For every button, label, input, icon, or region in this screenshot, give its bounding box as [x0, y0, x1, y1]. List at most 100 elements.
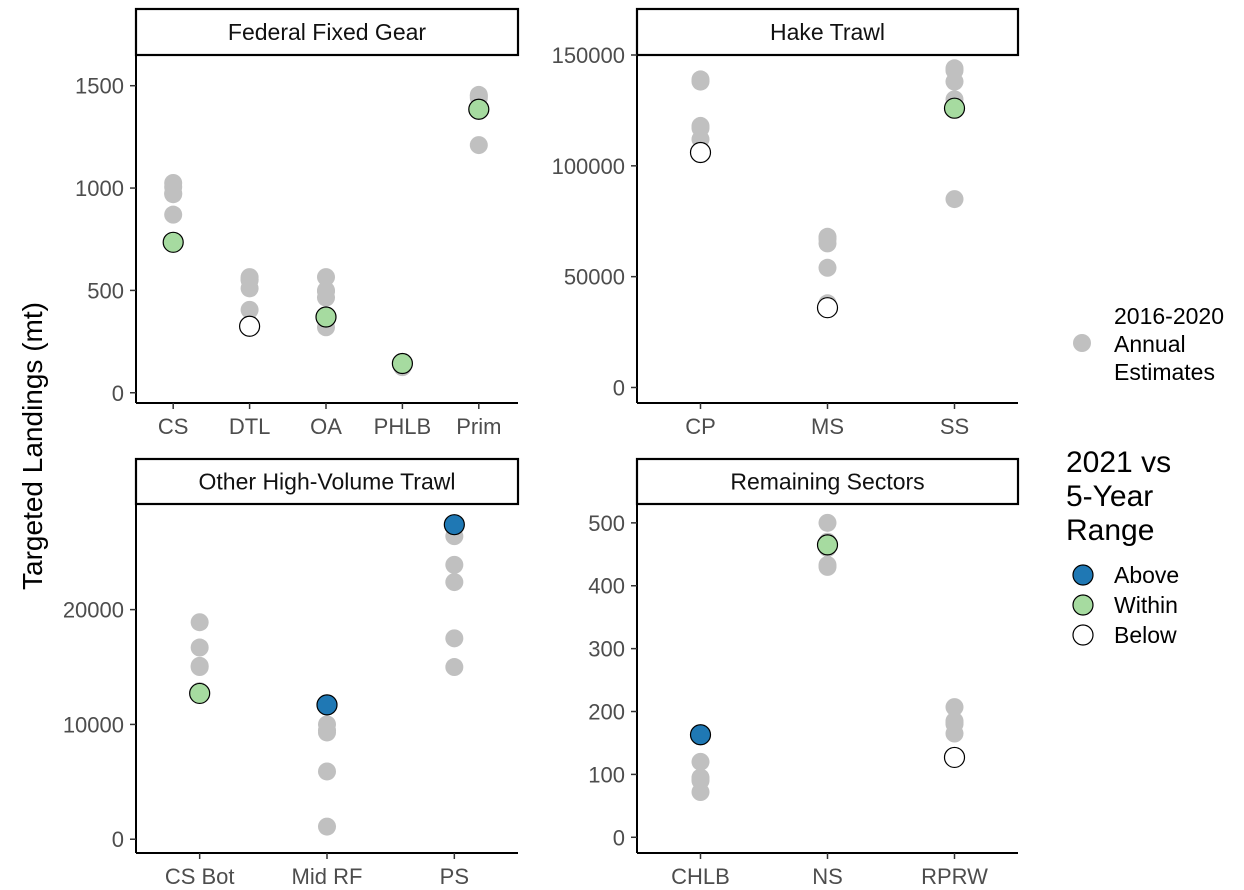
historical-point	[318, 723, 336, 742]
legend-historical-label-line2: Annual	[1114, 331, 1186, 357]
y-tick-label: 0	[613, 375, 625, 400]
current-point	[689, 724, 712, 746]
panel-title: Hake Trawl	[770, 19, 885, 45]
current-point	[816, 297, 839, 319]
y-tick-label: 500	[588, 511, 625, 536]
historical-point	[164, 205, 183, 224]
legend-within-label: Within	[1114, 592, 1178, 618]
current-point	[943, 97, 966, 119]
current-point	[391, 352, 413, 375]
current-point	[162, 231, 184, 253]
historical-point	[945, 190, 964, 209]
current-point	[189, 682, 211, 705]
y-tick-label: 50000	[564, 265, 625, 290]
y-tick-label: 300	[588, 637, 625, 662]
y-tick-label: 1000	[75, 176, 124, 201]
panel-strip	[134, 457, 520, 506]
y-tick-label: 20000	[63, 598, 124, 623]
legend-comparison-title-line1: 2021 vs	[1066, 446, 1171, 479]
historical-point	[445, 555, 464, 574]
legend-historical-label-line3: Estimates	[1114, 359, 1215, 385]
panel-4: Remaining Sectors 0 100 200 300 400 500 CHLB NS R…	[588, 457, 1020, 889]
legend-below-label: Below	[1114, 622, 1177, 648]
panel-title: Remaining Sectors	[730, 469, 924, 495]
legend-comparison-title-line3: Range	[1066, 514, 1154, 547]
historical-point	[445, 629, 464, 648]
historical-point	[445, 573, 464, 592]
historical-point	[945, 724, 964, 743]
x-tick-label: DTL	[229, 414, 271, 439]
y-tick-label: 150000	[552, 43, 625, 68]
x-tick-label: OA	[310, 414, 342, 439]
panel-2: Hake Trawl 0 50000 100000 150000 CP MS SS	[552, 7, 1020, 439]
y-tick-label: 0	[112, 381, 124, 406]
historical-point	[691, 72, 710, 91]
historical-point	[945, 698, 964, 717]
historical-point	[818, 513, 837, 532]
y-tick-label: 400	[588, 574, 625, 599]
x-tick-label: SS	[940, 414, 969, 439]
y-tick-label: 500	[87, 278, 124, 303]
panel-title: Other High-Volume Trawl	[199, 469, 456, 495]
current-point	[315, 306, 337, 328]
historical-point	[190, 658, 209, 677]
y-tick-label: 0	[613, 825, 625, 850]
historical-point	[318, 817, 336, 836]
panel-strip	[635, 7, 1020, 57]
historical-point	[164, 185, 183, 204]
x-tick-label: CS Bot	[165, 864, 235, 889]
x-tick-label: PHLB	[374, 414, 431, 439]
x-tick-label: CP	[685, 414, 716, 439]
historical-point	[691, 752, 710, 771]
x-tick-label: CS	[158, 414, 189, 439]
x-tick-label: CHLB	[671, 864, 730, 889]
historical-point	[240, 279, 259, 298]
historical-point	[818, 234, 837, 253]
y-tick-label: 0	[112, 827, 124, 852]
current-point	[468, 98, 490, 120]
historical-point	[190, 613, 209, 632]
panel-strip	[134, 7, 520, 57]
panel-1: Federal Fixed Gear 0 500 1000 1500 CS DTL OA PHL…	[75, 7, 520, 439]
historical-point	[317, 288, 335, 307]
legend-historical-label-line1: 2016-2020	[1114, 303, 1224, 329]
current-point	[239, 315, 261, 337]
legend-below-marker	[1072, 624, 1094, 646]
y-tick-label: 200	[588, 700, 625, 725]
current-point	[689, 141, 712, 164]
panel-strip	[635, 457, 1020, 506]
legend-above-label: Above	[1114, 562, 1179, 588]
historical-point	[818, 557, 837, 576]
y-tick-label: 100	[588, 762, 625, 787]
legend-above-marker	[1072, 564, 1094, 586]
legend: 2016-2020 Annual Estimates 2021 vs 5-Yea…	[1066, 303, 1224, 648]
x-tick-label: MS	[811, 414, 844, 439]
legend-within-marker	[1072, 594, 1094, 616]
y-tick-label: 100000	[552, 154, 625, 179]
legend-comparison-title-line2: 5-Year	[1066, 480, 1153, 513]
historical-point	[318, 762, 336, 781]
y-axis-title: Targeted Landings (mt)	[17, 302, 48, 590]
current-point	[943, 746, 966, 769]
x-tick-label: Prim	[456, 414, 501, 439]
current-point	[316, 694, 338, 716]
historical-point	[240, 300, 259, 319]
x-tick-label: NS	[812, 864, 843, 889]
historical-point	[945, 72, 964, 91]
y-tick-label: 1500	[75, 74, 124, 99]
historical-point	[469, 136, 488, 155]
panel-3: Other High-Volume Trawl 0 10000 20000 CS Bot…	[63, 457, 520, 889]
legend-historical-marker	[1073, 334, 1091, 352]
historical-point	[691, 783, 710, 802]
historical-point	[317, 268, 335, 287]
current-point	[816, 534, 839, 556]
historical-point	[445, 658, 464, 677]
x-tick-label: RPRW	[921, 864, 988, 889]
current-point	[443, 514, 465, 536]
panel-title: Federal Fixed Gear	[228, 19, 426, 45]
historical-point	[818, 258, 837, 277]
x-tick-label: PS	[440, 864, 469, 889]
y-tick-label: 10000	[63, 712, 124, 737]
